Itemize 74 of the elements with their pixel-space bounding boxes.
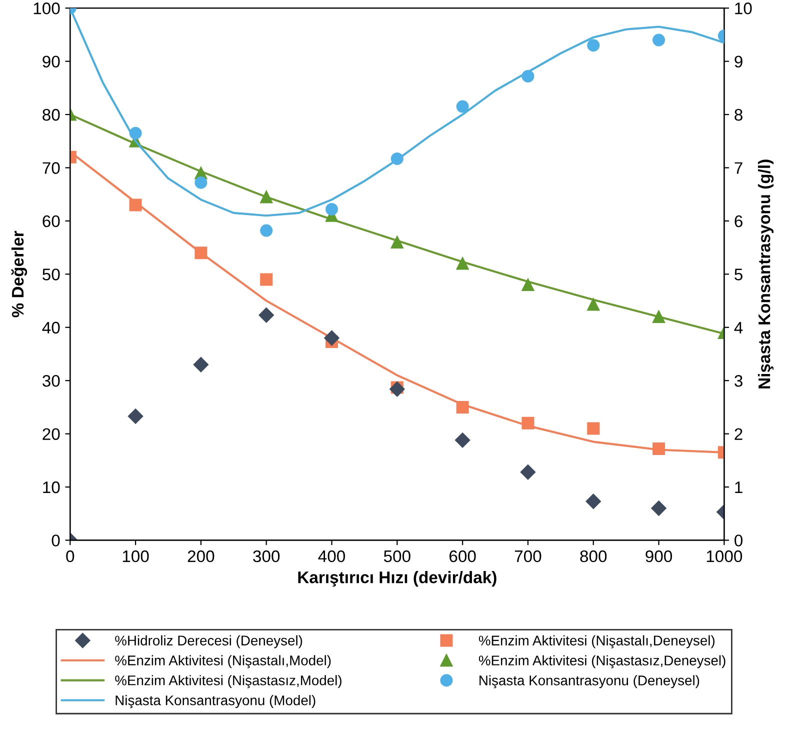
point [454,432,470,448]
legend-label: %Enzim Aktivitesi (Nişastalı,Deneysel) [478,635,714,648]
x-tick-label: 0 [66,550,74,562]
y-tick-label: 60 [42,215,60,228]
point [193,357,209,372]
point [651,500,666,516]
x-tick-label: 700 [514,550,542,562]
point [194,176,208,189]
point [194,246,208,260]
x-tick-label: 800 [580,550,607,562]
point [390,152,404,165]
y-axis-title: % Değerler [11,230,28,318]
legend-label: Nişasta Konsantrasyonu (Deneysel) [480,675,700,688]
point [456,257,469,270]
y-tick-label: 50 [42,268,60,280]
x-tick-label: 200 [188,550,214,562]
y-tick-label: 0 [52,534,60,546]
y2-axis-title: Nişasta Konsantrasyonu (g/l) [758,160,774,388]
y2-tick-label: 4 [734,322,743,334]
point [128,408,144,424]
point [520,464,536,480]
y2-tick-label: 0 [734,534,743,546]
y-tick-label: 70 [42,162,60,174]
y2-tick-label: 9 [734,56,742,68]
point [324,330,340,346]
y2-tick-label: 10 [735,2,752,14]
point [522,416,534,430]
y-tick-label: 100 [34,2,60,14]
y-tick-label: 90 [42,56,60,68]
legend-label: %Enzim Aktivitesi (Nişastasız,Deneysel) [478,655,726,668]
y-tick-label: 10 [43,481,60,494]
point [326,202,338,216]
y2-tick-label: 3 [734,374,742,387]
y2-tick-label: 1 [735,482,742,494]
point [587,422,600,435]
point [390,382,405,397]
y2-tick-label: 5 [734,268,742,280]
point [129,126,142,140]
point [260,224,273,237]
point [456,400,469,414]
x-tick-label: 1000 [706,550,742,562]
point [129,198,142,212]
x-tick-label: 100 [122,550,149,562]
legend-label: %Hidroliz Derecesi (Deneysel) [115,635,302,648]
y-tick-label: 30 [42,374,60,387]
legend-label: %Enzim Aktivitesi (Nişastasız,Model) [115,675,342,688]
legend-label: Nişasta Konsantrasyonu (Model) [116,695,316,708]
point [456,100,469,113]
y-tick-label: 40 [42,322,60,334]
x-tick-label: 900 [646,550,672,562]
x-tick-label: 500 [384,550,410,562]
point [586,494,601,509]
point [390,236,404,248]
point [260,273,273,286]
point [587,298,600,311]
point [587,39,600,52]
x-axis-title: Karıştırıcı Hızı (devir/dak) [298,571,496,587]
point [652,442,666,455]
point [522,278,534,292]
point [260,190,273,204]
y-tick-label: 20 [42,428,60,440]
point [258,308,274,323]
y-tick-label: 80 [42,108,60,121]
x-tick-label: 300 [253,550,280,562]
point [652,34,666,46]
x-tick-label: 400 [318,550,345,562]
y2-tick-label: 2 [734,428,742,440]
y2-tick-label: 7 [734,162,742,174]
point [652,310,666,323]
point [522,70,534,82]
y2-tick-label: 8 [734,108,742,121]
x-tick-label: 600 [450,550,476,562]
legend-label: %Enzim Aktivitesi (Nişastalı,Model) [115,655,331,668]
y2-tick-label: 6 [734,215,742,228]
